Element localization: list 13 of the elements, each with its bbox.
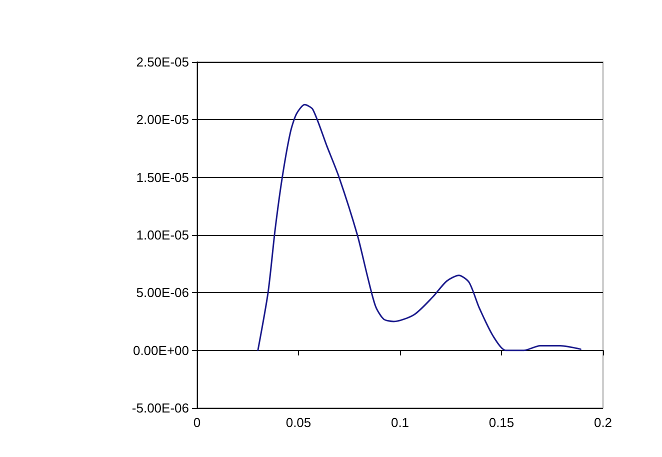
y-tick-label: 1.50E-05	[136, 170, 189, 185]
x-tick-label: 0.15	[488, 415, 514, 430]
y-tick-label: 1.00E-05	[136, 228, 189, 242]
y-tick-label: 5.00E-06	[136, 285, 189, 300]
y-tick-label: 2.00E-05	[136, 112, 189, 128]
line-series	[257, 104, 582, 352]
y-tick-label: 0.00E+00	[132, 342, 189, 358]
x-tick-label: 0	[193, 415, 201, 430]
y-tick-label: -5.00E-06	[132, 400, 189, 416]
x-tick-label: 0.2	[594, 415, 612, 430]
x-tick-label: 0.1	[390, 415, 410, 430]
y-tick-label: 2.50E-05	[136, 54, 189, 70]
x-tick-label: 0.05	[286, 415, 312, 430]
